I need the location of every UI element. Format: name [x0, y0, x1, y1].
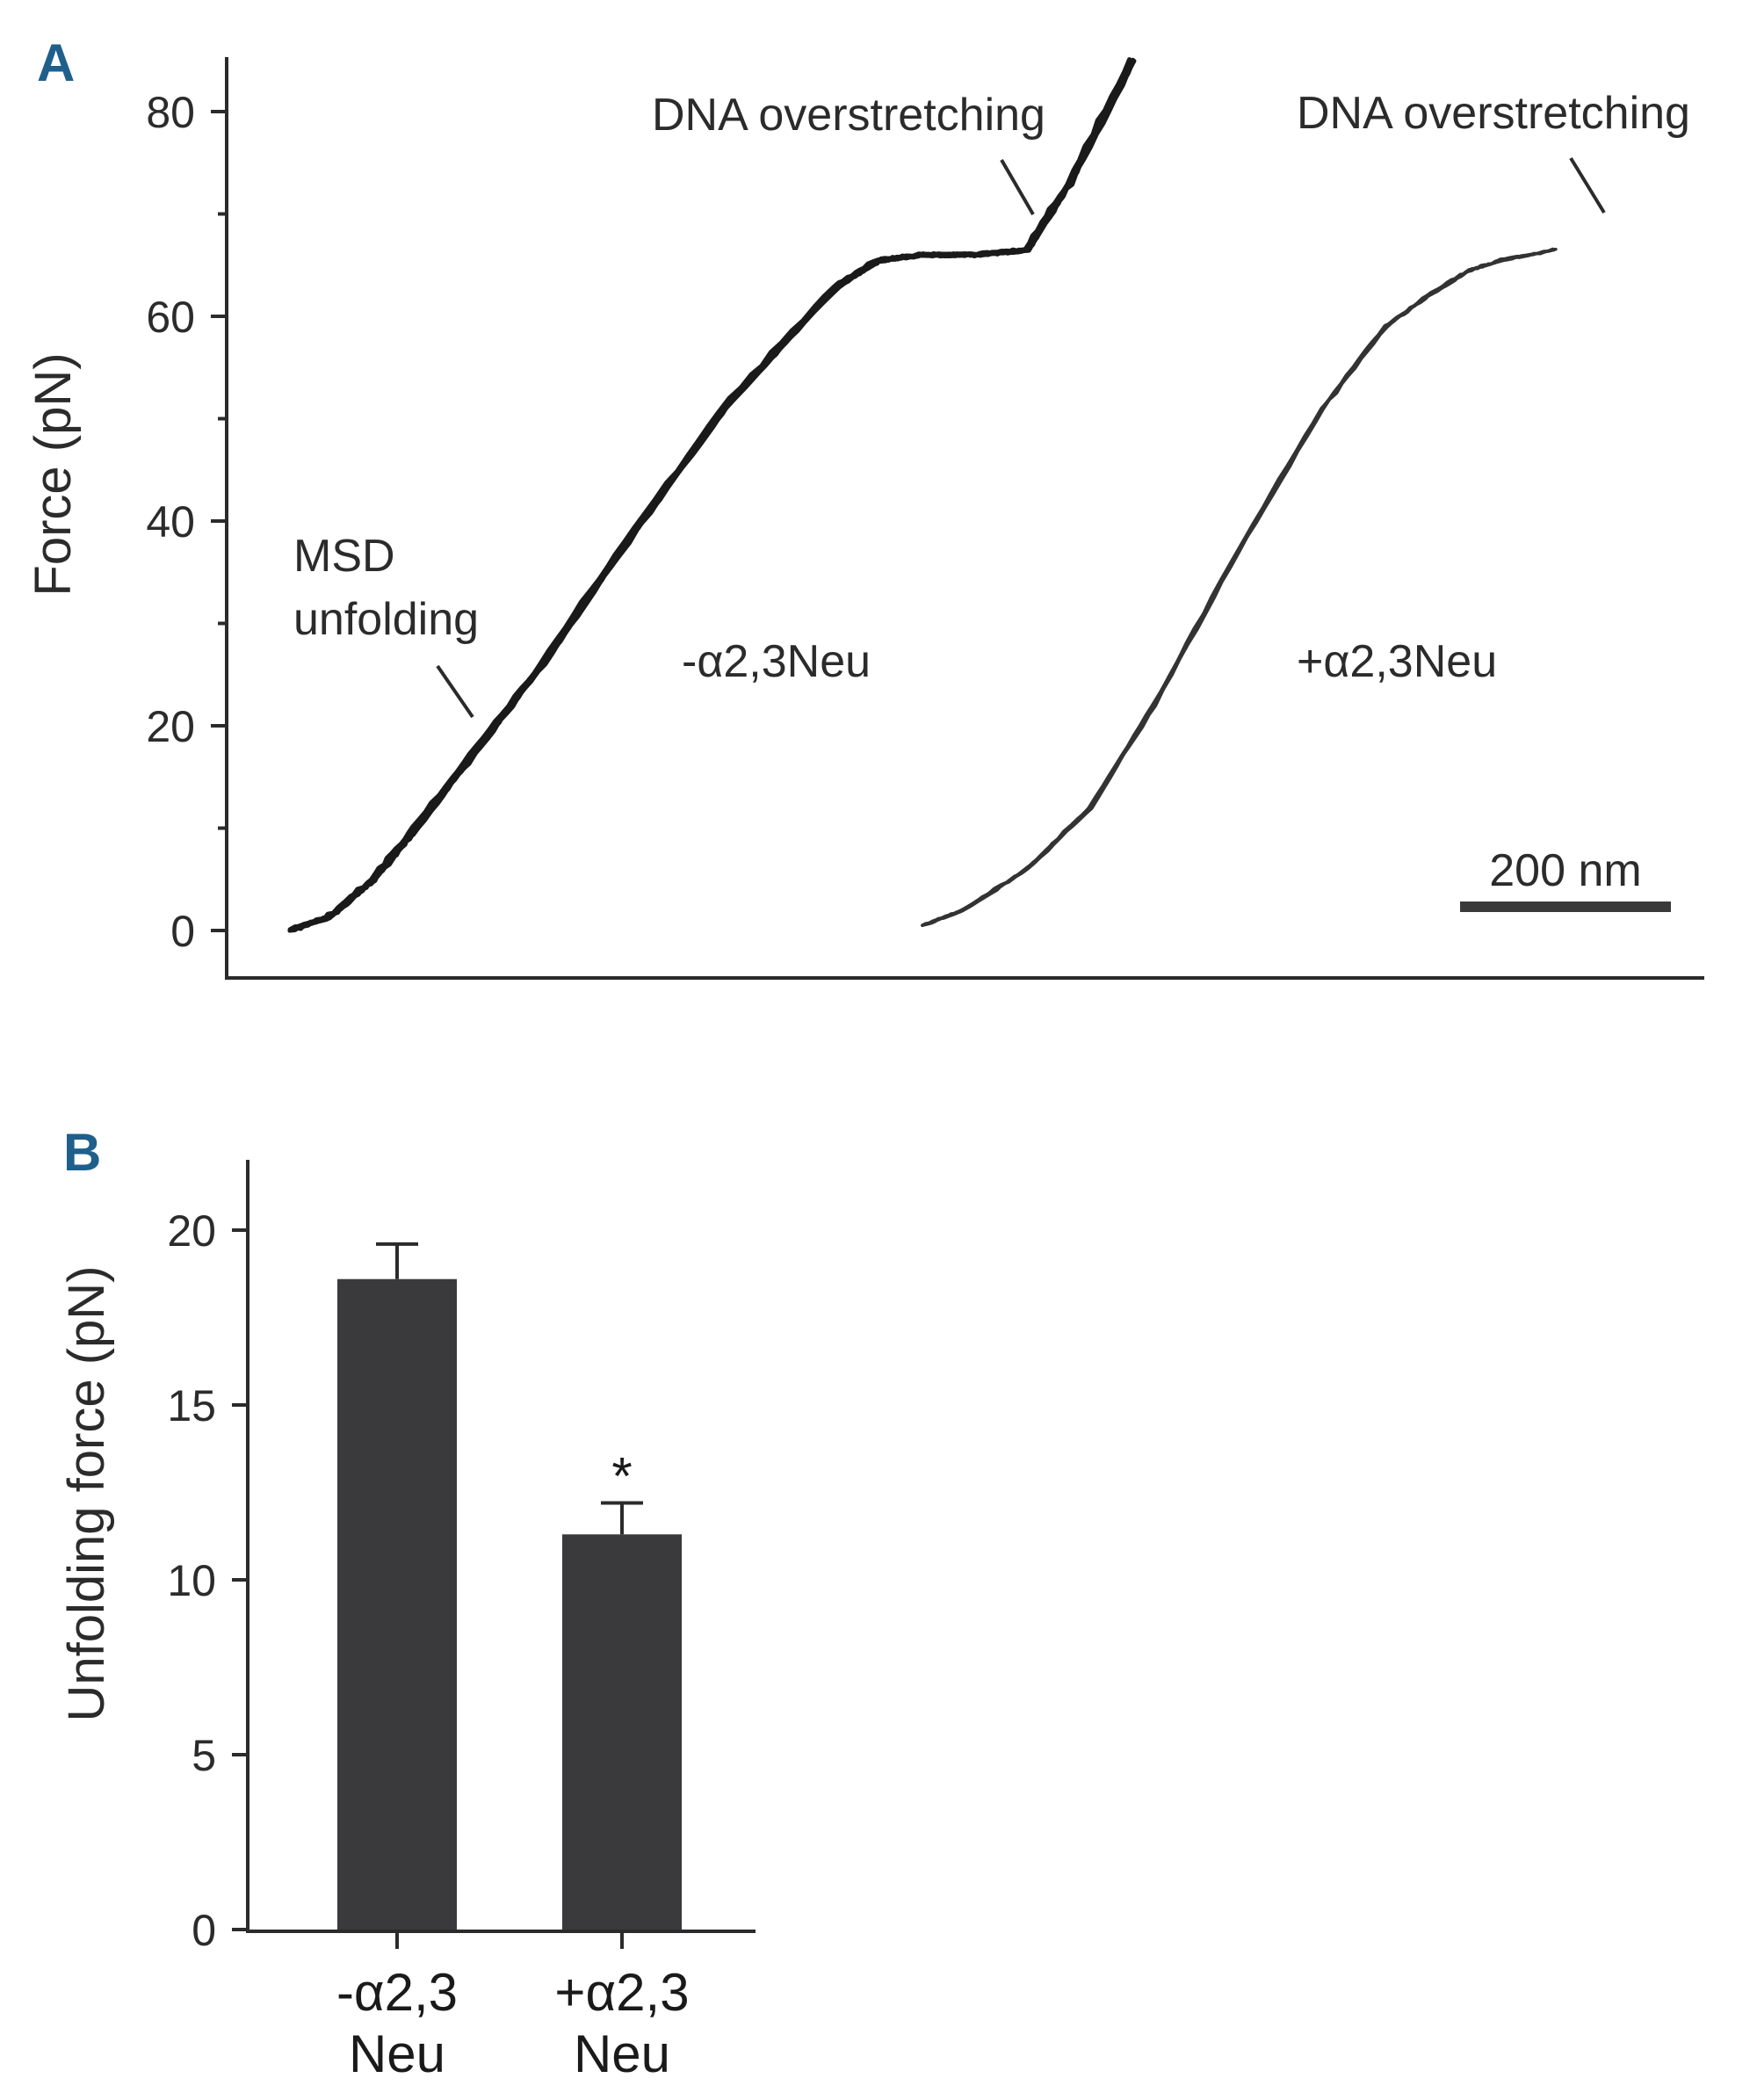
trace-plus-neu [921, 248, 1556, 927]
annotation-leader-line [1000, 158, 1035, 216]
panel-a: A Force (pN) 0 20 40 60 80 MSD unfolding DNA o… [25, 33, 1704, 980]
trace-minus-neu [287, 57, 1135, 933]
y-tick-label: 20 [146, 702, 195, 751]
trace-minus-neu [287, 59, 1136, 933]
category-label: Neu [349, 2024, 445, 2083]
trace-minus-neu [287, 57, 1132, 933]
y-tick-label: 5 [192, 1731, 216, 1780]
trace-minus-neu [287, 59, 1136, 933]
y-tick-label: 60 [146, 293, 195, 342]
bar [562, 1534, 682, 1930]
y-tick-label: 15 [167, 1381, 216, 1430]
y-tick-label: 20 [167, 1206, 216, 1256]
y-tick-label: 0 [170, 907, 195, 956]
trace-minus-neu [287, 58, 1136, 933]
panel-a-traces [287, 57, 1558, 933]
y-tick-label: 40 [146, 497, 195, 547]
panel-b-y-axis-title: Unfolding force (pN) [58, 1266, 115, 1722]
panel-b-y-ticks: 0 5 10 15 20 [167, 1206, 248, 1955]
panel-a-y-ticks: 0 20 40 60 80 [146, 88, 227, 956]
category-label: -α2,3 [336, 1963, 458, 2022]
y-tick-label: 0 [192, 1906, 216, 1955]
series-label: -α2,3Neu [682, 636, 871, 687]
annotation-leader-line [436, 664, 474, 719]
panel-a-label: A [37, 33, 75, 92]
category-label: +α2,3 [554, 1963, 689, 2022]
bar [337, 1278, 457, 1930]
panel-b-bars: -α2,3Neu*+α2,3Neu [336, 1242, 690, 2083]
trace-minus-neu [287, 59, 1136, 933]
series-label: +α2,3Neu [1297, 636, 1497, 687]
panel-a-y-axis-title: Force (pN) [25, 352, 82, 596]
annotation-leader-line [1569, 156, 1606, 214]
panel-b-label: B [63, 1123, 101, 1182]
annotation-text: MSD [293, 531, 395, 582]
annotation-text: DNA overstretching [652, 90, 1045, 141]
trace-plus-neu [921, 247, 1558, 927]
category-label: Neu [574, 2024, 670, 2083]
annotation-text: unfolding [293, 594, 479, 645]
significance-marker: * [611, 1446, 632, 1505]
trace-minus-neu [287, 58, 1137, 933]
trace-plus-neu [921, 247, 1555, 927]
trace-minus-neu [287, 58, 1136, 933]
y-tick-label: 80 [146, 88, 195, 137]
scale-bar-label: 200 nm [1489, 845, 1641, 896]
y-tick-label: 10 [167, 1556, 216, 1605]
scale-bar: 200 nm [1460, 845, 1671, 912]
annotation-text: DNA overstretching [1297, 88, 1690, 139]
trace-plus-neu [921, 248, 1556, 927]
panel-a-annotations: MSD unfolding DNA overstretching DNA overst… [293, 88, 1690, 719]
